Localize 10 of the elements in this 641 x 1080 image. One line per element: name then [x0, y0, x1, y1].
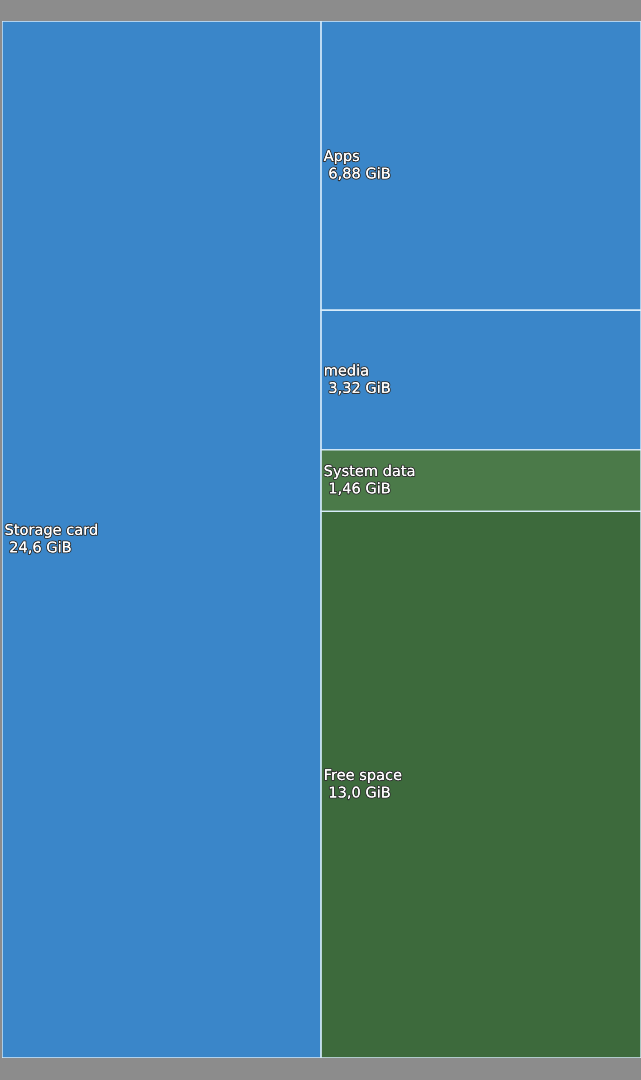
category-label: Storage card	[5, 523, 97, 538]
data-label: 6,88 GiB	[329, 167, 390, 181]
data-label: 24,6 GiB	[10, 541, 71, 554]
category-label: Apps	[323, 150, 360, 164]
data-label: 3,32 GiB	[329, 381, 390, 395]
data-label: 13,0 GiB	[329, 786, 390, 800]
data-label: 1,46 GiB	[329, 482, 390, 496]
category-label: Free space	[325, 769, 402, 783]
category-label: media	[324, 364, 368, 376]
category-label: System data	[324, 464, 415, 479]
